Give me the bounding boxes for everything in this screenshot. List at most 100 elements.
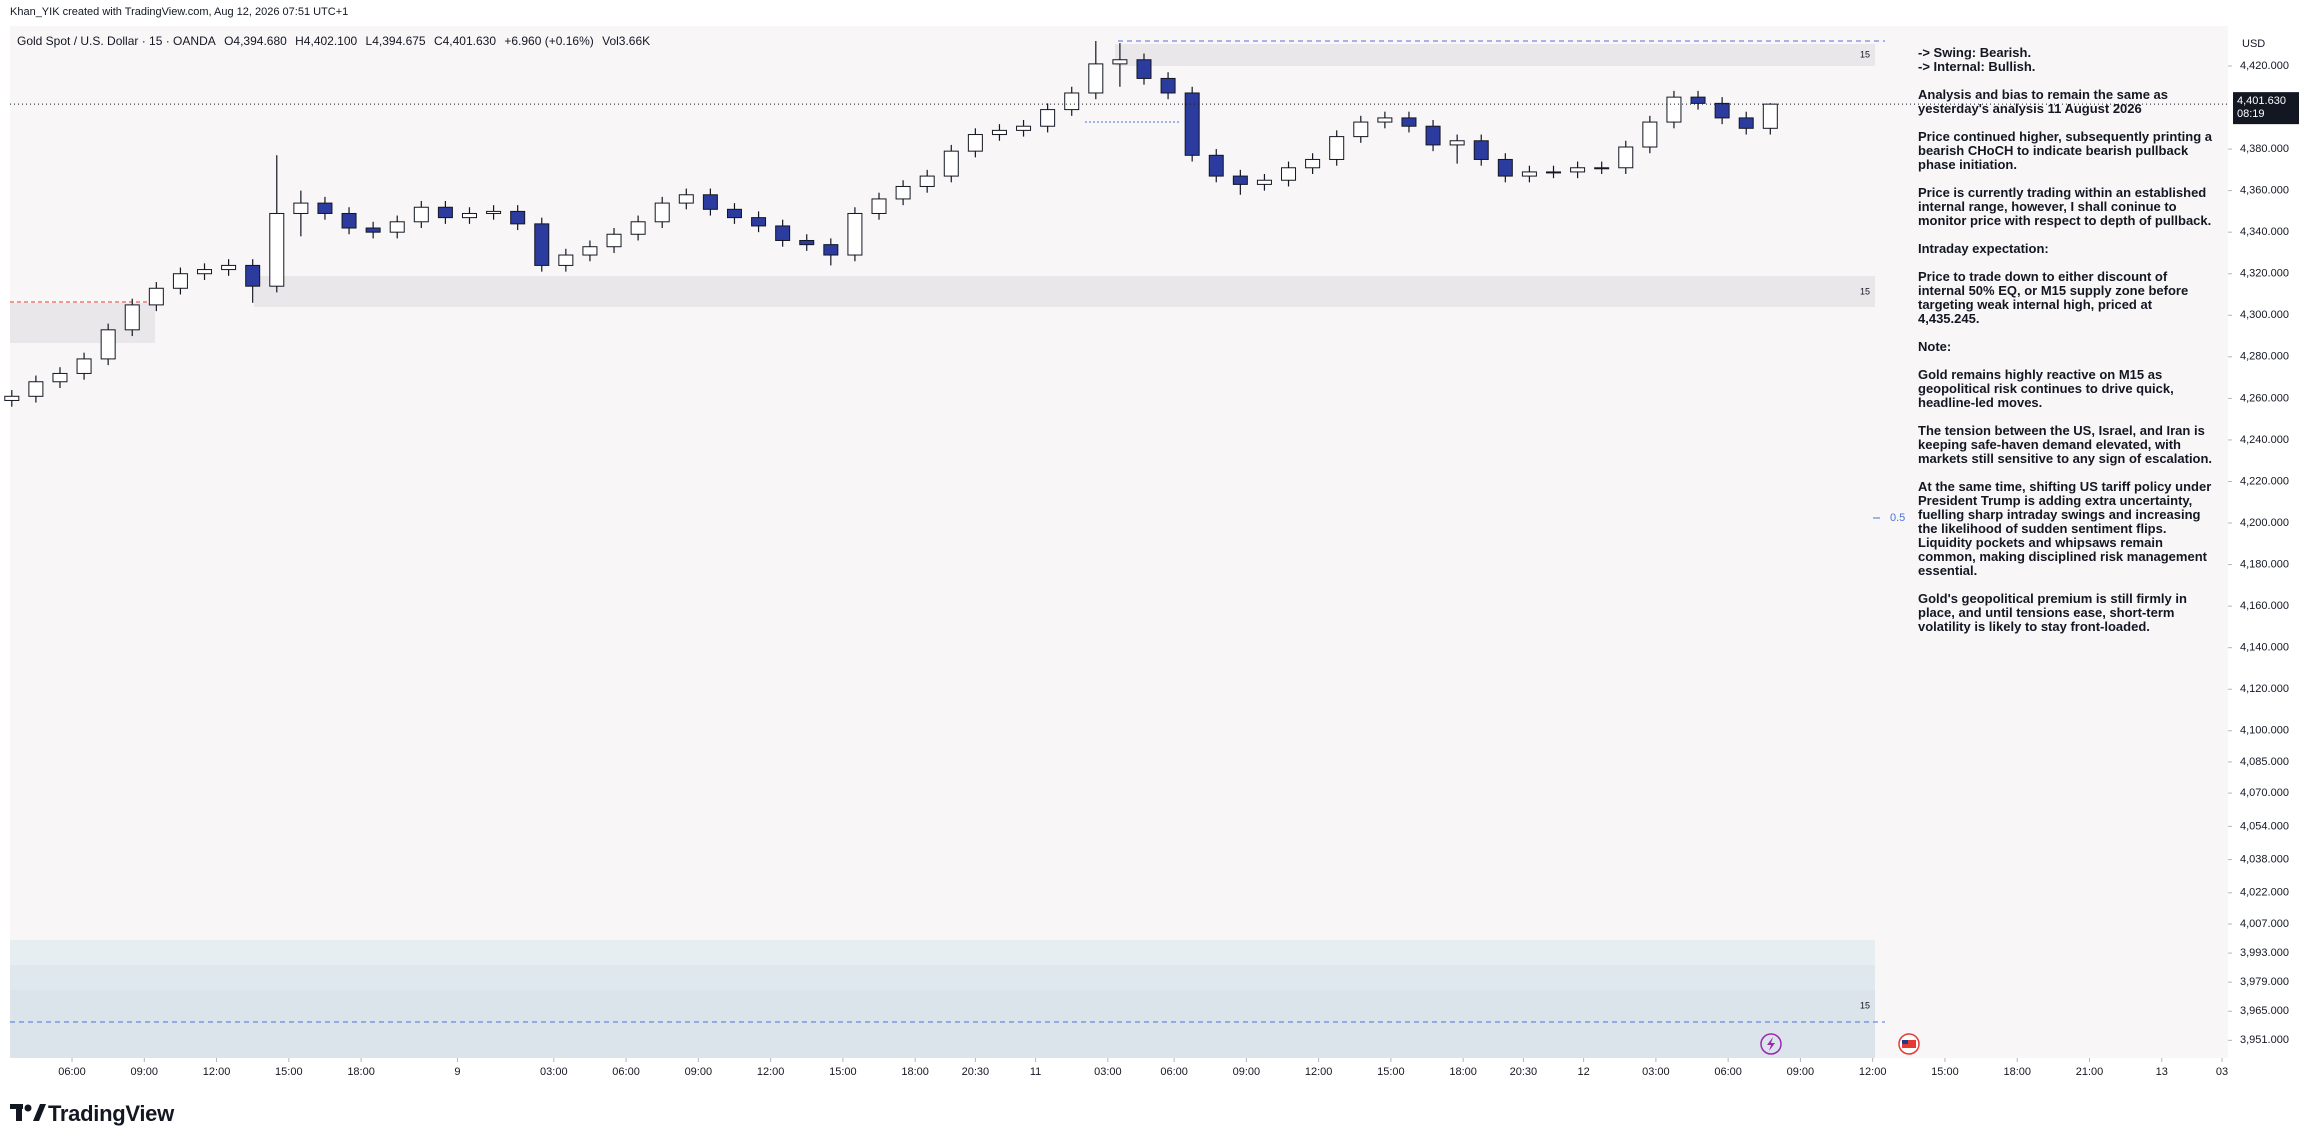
zone bbox=[10, 990, 1875, 1058]
candle-body bbox=[919, 175, 935, 187]
candle-body bbox=[1160, 77, 1176, 94]
candle-body bbox=[365, 227, 381, 233]
zone-label: 15 bbox=[1860, 49, 1870, 59]
candle-body bbox=[751, 217, 767, 227]
x-tick-label: 03 bbox=[2216, 1066, 2228, 1078]
candle-body bbox=[1208, 154, 1224, 177]
candle-body bbox=[871, 198, 887, 214]
credit: Khan_YIK created with TradingView.com, A… bbox=[10, 6, 349, 18]
note: Price is currently trading within an est… bbox=[1918, 185, 2212, 228]
candle-body bbox=[1425, 125, 1441, 146]
candle-body bbox=[558, 254, 574, 266]
y-tick-label: 4,140.000 bbox=[2240, 642, 2289, 654]
y-tick-label: 4,220.000 bbox=[2240, 475, 2289, 487]
x-tick-label: 20:30 bbox=[962, 1066, 990, 1078]
candle-body bbox=[1016, 125, 1032, 131]
x-tick-label: 06:00 bbox=[1714, 1066, 1742, 1078]
brand-logo bbox=[10, 1104, 46, 1121]
x-tick-label: 06:00 bbox=[1160, 1066, 1188, 1078]
y-tick-label: 3,993.000 bbox=[2240, 947, 2289, 959]
candle-body bbox=[1184, 92, 1200, 156]
note: Price continued higher, subsequently pri… bbox=[1918, 129, 2212, 172]
y-tick-label: 4,300.000 bbox=[2240, 309, 2289, 321]
candle-body bbox=[775, 225, 791, 241]
x-tick-label: 13 bbox=[2156, 1066, 2168, 1078]
y-tick-label: 4,180.000 bbox=[2240, 558, 2289, 570]
note: The tension between the US, Israel, and … bbox=[1918, 423, 2213, 466]
y-tick-label: 3,979.000 bbox=[2240, 976, 2289, 988]
note: Note: bbox=[1918, 339, 1952, 354]
x-tick-label: 12:00 bbox=[1859, 1066, 1887, 1078]
note: Price to trade down to either discount o… bbox=[1918, 269, 2189, 326]
y-tick-label: 4,007.000 bbox=[2240, 918, 2289, 930]
candle-body bbox=[437, 206, 453, 219]
candle-body bbox=[606, 233, 622, 248]
candle-body bbox=[895, 185, 911, 200]
currency: USD bbox=[2242, 38, 2265, 50]
x-tick-label: 9 bbox=[454, 1066, 460, 1078]
candle-body bbox=[582, 246, 598, 256]
candle-body bbox=[799, 239, 815, 246]
y-tick-label: 4,038.000 bbox=[2240, 854, 2289, 866]
y-tick-label: 4,380.000 bbox=[2240, 143, 2289, 155]
candle-body bbox=[1521, 171, 1537, 177]
x-tick-label: 21:00 bbox=[2076, 1066, 2104, 1078]
y-tick-label: 4,070.000 bbox=[2240, 787, 2289, 799]
y-tick-label: 4,160.000 bbox=[2240, 600, 2289, 612]
candle-body bbox=[28, 381, 44, 397]
logo-part bbox=[16, 1104, 22, 1121]
x-tick-label: 06:00 bbox=[612, 1066, 640, 1078]
candle-body bbox=[1112, 59, 1128, 65]
y-tick-label: 4,054.000 bbox=[2240, 820, 2289, 832]
y-tick-label: 3,965.000 bbox=[2240, 1005, 2289, 1017]
low: L4,394.675 bbox=[365, 34, 426, 48]
alert-icon-bolt bbox=[1767, 1037, 1775, 1051]
x-tick-label: 15:00 bbox=[275, 1066, 303, 1078]
candle-body bbox=[389, 221, 405, 233]
candle-body bbox=[1762, 103, 1778, 129]
candle-body bbox=[1546, 171, 1562, 174]
candle-body bbox=[1714, 102, 1730, 119]
x-tick-label: 09:00 bbox=[1233, 1066, 1261, 1078]
last-price-label: 4,401.630 bbox=[2237, 95, 2286, 107]
y-tick-label: 4,200.000 bbox=[2240, 517, 2289, 529]
countdown: 08:19 bbox=[2237, 108, 2265, 120]
y-tick-label: 4,085.000 bbox=[2240, 756, 2289, 768]
event-icon-flag bbox=[1902, 1040, 1908, 1044]
candle-body bbox=[1690, 96, 1706, 104]
last-price-box bbox=[2233, 92, 2299, 125]
demand-zone bbox=[254, 276, 1875, 307]
candle-body bbox=[702, 194, 718, 210]
candle-body bbox=[1738, 117, 1754, 129]
logo-part bbox=[33, 1104, 46, 1121]
candle-body bbox=[1666, 96, 1682, 123]
x-tick-label: 15:00 bbox=[829, 1066, 857, 1078]
alert-icon[interactable] bbox=[1760, 1033, 1782, 1055]
y-tick-label: 4,340.000 bbox=[2240, 226, 2289, 238]
candle-body bbox=[1642, 121, 1658, 148]
y-tick-label: 4,100.000 bbox=[2240, 725, 2289, 737]
candle-body bbox=[1449, 140, 1465, 146]
symbol: Gold Spot / U.S. Dollar · 15 · OANDA bbox=[17, 34, 216, 48]
x-tick-label: 18:00 bbox=[901, 1066, 929, 1078]
y-tick-label: 4,280.000 bbox=[2240, 351, 2289, 363]
supply-zone bbox=[1115, 44, 1875, 66]
x-tick-label: 12 bbox=[1577, 1066, 1589, 1078]
candle-body bbox=[847, 212, 863, 256]
candle-body bbox=[1088, 63, 1104, 94]
candle-body bbox=[1618, 146, 1634, 169]
candle-body bbox=[1232, 175, 1248, 185]
x-tick-label: 09:00 bbox=[1787, 1066, 1815, 1078]
candle-body bbox=[1570, 167, 1586, 173]
candle-body bbox=[1064, 92, 1080, 111]
candle-body bbox=[1136, 59, 1152, 79]
candle-body bbox=[245, 264, 261, 287]
x-tick-label: 03:00 bbox=[540, 1066, 568, 1078]
x-tick-label: 09:00 bbox=[131, 1066, 159, 1078]
note: Gold remains highly reactive on M15 as g… bbox=[1918, 367, 2174, 410]
x-tick-label: 12:00 bbox=[1305, 1066, 1333, 1078]
candle-body bbox=[148, 287, 164, 306]
x-tick-label: 15:00 bbox=[1377, 1066, 1405, 1078]
zone bbox=[10, 940, 1875, 965]
y-tick-label: 4,260.000 bbox=[2240, 392, 2289, 404]
